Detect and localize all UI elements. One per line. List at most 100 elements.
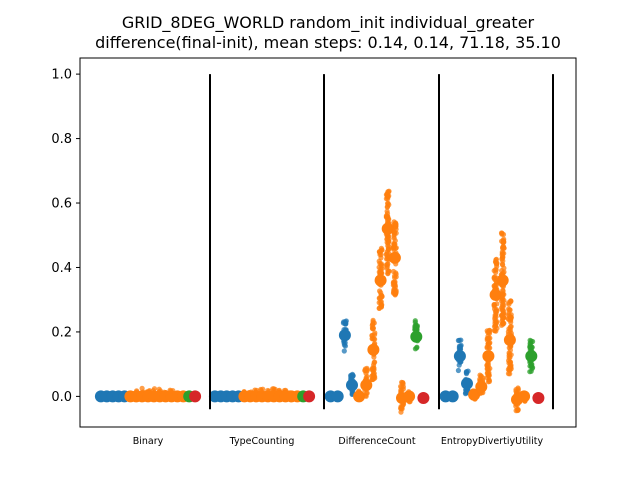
data-point xyxy=(493,267,499,273)
data-point xyxy=(372,336,378,342)
mean-marker xyxy=(346,379,358,392)
data-point xyxy=(485,336,491,342)
y-tick-label: 0.8 xyxy=(51,132,72,147)
y-tick-label: 1.0 xyxy=(51,68,72,83)
data-point xyxy=(391,229,397,235)
data-point xyxy=(371,354,377,360)
data-point xyxy=(384,251,390,257)
data-point xyxy=(478,374,484,380)
data-point xyxy=(384,265,390,271)
mean-marker xyxy=(453,350,466,363)
data-point xyxy=(391,233,397,239)
data-point xyxy=(371,359,377,366)
data-point xyxy=(499,312,505,318)
data-point xyxy=(383,213,389,219)
axes-frame xyxy=(79,57,577,428)
plot-area: 0.0 0.2 0.4 0.6 0.8 1.0 Binary TypeCounting Diff… xyxy=(51,68,554,447)
x-tick-label: DifferenceCount xyxy=(338,436,415,447)
data-point xyxy=(455,337,461,344)
data-point xyxy=(399,405,405,411)
data-point xyxy=(506,360,512,366)
mean-marker xyxy=(303,390,316,403)
mean-marker xyxy=(417,392,430,404)
chart-subtitle: difference(final-init), mean steps: 0.14… xyxy=(95,33,561,52)
data-point xyxy=(455,367,461,374)
data-point xyxy=(501,265,507,271)
x-tick-label: EntropyDivertiyUtility xyxy=(441,436,544,447)
data-point xyxy=(362,393,369,399)
mean-marker xyxy=(518,390,531,403)
data-point xyxy=(527,369,533,375)
data-point xyxy=(485,379,491,385)
data-point xyxy=(383,192,389,198)
mean-marker xyxy=(468,388,481,401)
data-point xyxy=(505,371,512,377)
data-point xyxy=(508,366,514,372)
data-point xyxy=(392,291,398,297)
data-point xyxy=(378,295,384,301)
data-point xyxy=(392,241,398,247)
mean-marker xyxy=(403,390,416,403)
mean-marker xyxy=(338,329,351,342)
data-point xyxy=(369,365,375,371)
data-point xyxy=(341,348,347,354)
data-point xyxy=(384,208,390,214)
data-point xyxy=(508,298,514,304)
data-point xyxy=(412,318,418,324)
data-point xyxy=(506,310,512,316)
y-tick-label: 0.2 xyxy=(51,325,72,340)
data-point xyxy=(270,386,276,392)
data-point xyxy=(369,325,376,331)
data-point xyxy=(527,343,533,349)
mean-marker xyxy=(532,392,545,404)
data-point xyxy=(378,262,384,268)
data-point xyxy=(384,236,391,242)
mean-marker xyxy=(446,390,459,403)
data-point xyxy=(341,342,347,348)
data-point xyxy=(529,361,535,367)
data-point xyxy=(492,309,499,315)
data-point xyxy=(508,315,514,321)
data-point xyxy=(487,345,493,351)
data-point xyxy=(513,387,519,393)
mean-marker xyxy=(381,222,394,235)
data-point xyxy=(500,288,506,294)
data-point xyxy=(390,279,397,285)
data-point xyxy=(400,380,406,386)
data-point xyxy=(413,324,419,331)
mean-marker xyxy=(489,288,502,301)
data-point xyxy=(515,407,521,413)
y-tick-label: 0.6 xyxy=(51,197,72,212)
data-point xyxy=(376,249,382,255)
mean-marker xyxy=(475,380,488,393)
data-point xyxy=(486,340,492,346)
mean-marker xyxy=(410,330,423,343)
data-point xyxy=(499,305,505,311)
data-point xyxy=(393,221,399,227)
data-point xyxy=(370,321,376,327)
mean-marker xyxy=(525,350,538,363)
data-point xyxy=(492,274,498,280)
data-point xyxy=(383,196,389,202)
data-point xyxy=(500,245,506,251)
mean-marker xyxy=(353,390,366,403)
data-point xyxy=(484,328,490,334)
mean-marker xyxy=(461,377,473,390)
data-point xyxy=(372,330,378,336)
chart-title: GRID_8DEG_WORLD random_init individual_g… xyxy=(122,13,535,33)
x-tick-label: Binary xyxy=(133,436,164,447)
y-tick-label: 0.4 xyxy=(51,261,72,276)
data-point xyxy=(494,301,500,307)
mean-marker xyxy=(388,251,401,264)
data-point xyxy=(506,355,512,361)
data-point xyxy=(499,238,505,244)
data-point xyxy=(369,373,375,379)
data-point xyxy=(500,299,506,305)
data-point xyxy=(362,368,368,374)
data-point xyxy=(378,303,384,309)
data-point xyxy=(386,202,392,208)
mean-marker xyxy=(482,350,495,363)
data-point xyxy=(343,321,349,327)
data-point xyxy=(530,338,536,345)
